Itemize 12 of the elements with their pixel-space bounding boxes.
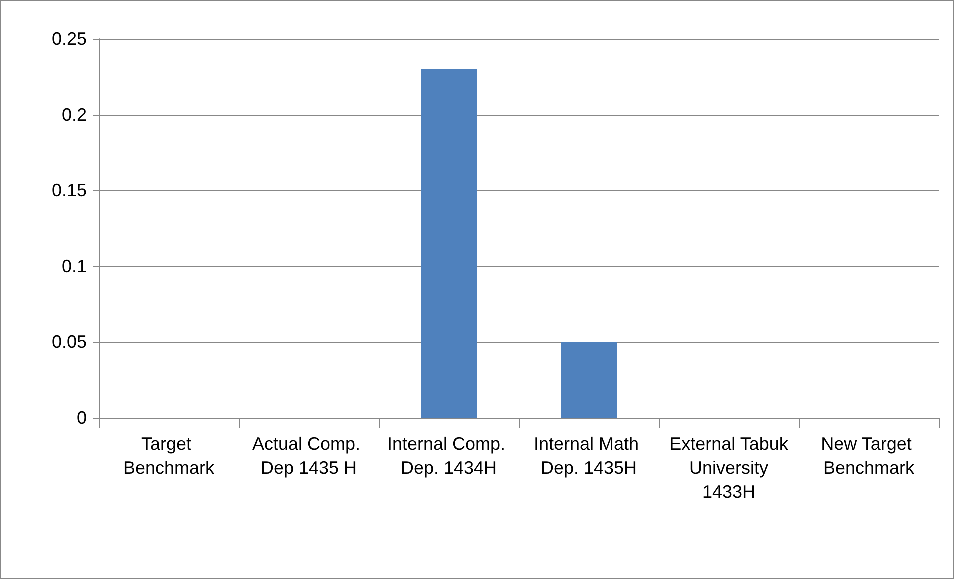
y-tick-label: 0.1 [62,256,87,276]
y-tick-label: 0 [76,408,87,428]
y-tick-label: 0.2 [62,104,87,125]
x-tick-label: Internal Comp. Dep. 1434H [387,434,511,478]
x-tick-label: New Target Benchmark [821,434,917,478]
y-tick-label: 0.05 [52,332,87,352]
x-tick-label: Target Benchmark [123,434,216,478]
x-tick-label: Actual Comp. Dep 1435 H [252,434,366,478]
y-tick-label: 0.15 [52,180,87,201]
y-tick-label: 0.25 [52,29,87,49]
x-tick-label: Internal Math Dep. 1435H [534,434,644,478]
x-tick-label: External Tabuk University 1433H [670,434,790,502]
